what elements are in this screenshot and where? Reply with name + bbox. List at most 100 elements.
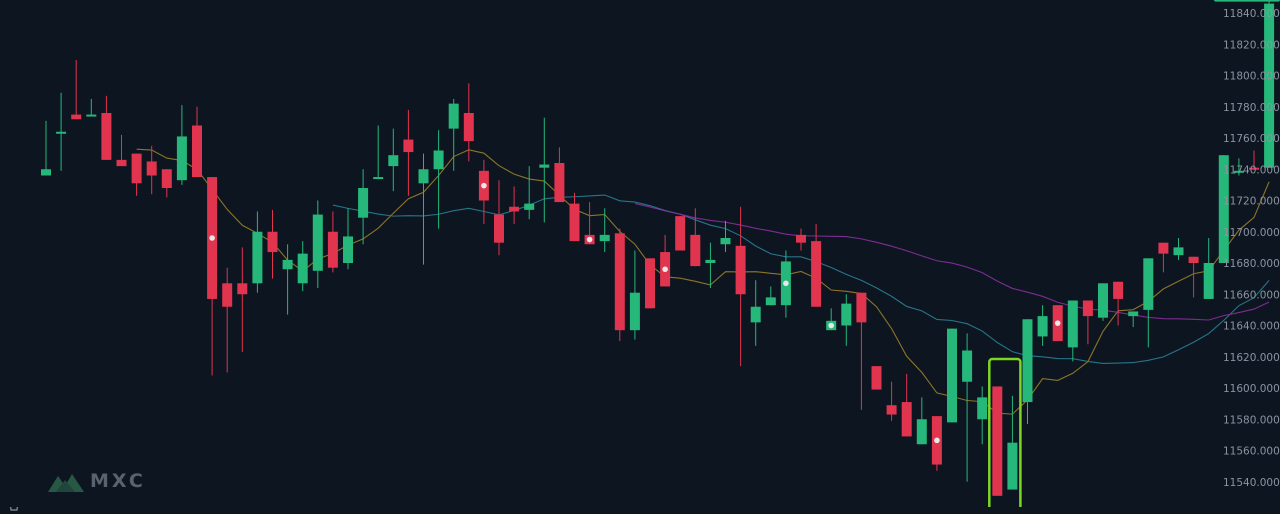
candle[interactable] bbox=[1188, 256, 1199, 298]
candle[interactable] bbox=[796, 228, 806, 251]
candle[interactable] bbox=[1128, 311, 1139, 328]
candle[interactable] bbox=[41, 120, 51, 176]
candle[interactable] bbox=[252, 211, 263, 293]
trade-marker[interactable] bbox=[783, 280, 789, 287]
candle[interactable] bbox=[222, 267, 233, 373]
candle[interactable] bbox=[1007, 395, 1018, 490]
candle[interactable] bbox=[1082, 300, 1093, 345]
candle[interactable] bbox=[554, 147, 565, 203]
candle[interactable] bbox=[931, 416, 942, 471]
candle[interactable] bbox=[192, 106, 202, 178]
candle[interactable] bbox=[494, 180, 504, 256]
candle[interactable] bbox=[629, 250, 640, 340]
candle[interactable] bbox=[418, 153, 429, 265]
candle[interactable] bbox=[161, 169, 172, 198]
candle[interactable] bbox=[962, 333, 973, 482]
candle[interactable] bbox=[871, 366, 882, 390]
candle[interactable] bbox=[992, 386, 1003, 496]
trade-marker[interactable] bbox=[934, 437, 940, 444]
trade-marker[interactable] bbox=[209, 235, 215, 241]
candle[interactable] bbox=[1113, 281, 1124, 326]
candle[interactable] bbox=[856, 292, 867, 410]
candle[interactable] bbox=[841, 294, 852, 346]
candle[interactable] bbox=[282, 244, 293, 315]
candle[interactable] bbox=[297, 241, 308, 292]
candle[interactable] bbox=[690, 208, 701, 267]
candle[interactable] bbox=[312, 200, 323, 289]
candle[interactable] bbox=[901, 373, 912, 437]
trade-marker[interactable] bbox=[586, 236, 593, 243]
candle[interactable] bbox=[131, 153, 142, 196]
candle[interactable] bbox=[947, 328, 957, 423]
candle[interactable] bbox=[750, 280, 761, 346]
candle[interactable] bbox=[1264, 0, 1275, 168]
candle-body bbox=[554, 163, 565, 203]
candle[interactable] bbox=[524, 166, 535, 220]
candle[interactable] bbox=[176, 105, 187, 185]
candle[interactable] bbox=[1143, 258, 1154, 348]
candle[interactable] bbox=[146, 145, 157, 195]
candle[interactable] bbox=[388, 128, 399, 192]
candle[interactable] bbox=[675, 216, 686, 251]
candle-body bbox=[796, 234, 806, 243]
candle-body bbox=[71, 114, 82, 120]
candle[interactable] bbox=[1098, 283, 1108, 321]
candle[interactable] bbox=[1067, 300, 1078, 362]
candle[interactable] bbox=[1022, 319, 1033, 424]
trade-marker[interactable] bbox=[828, 322, 834, 329]
candle[interactable] bbox=[116, 134, 127, 167]
candle[interactable] bbox=[86, 98, 97, 117]
candle[interactable] bbox=[916, 397, 927, 445]
candle[interactable] bbox=[645, 258, 655, 309]
candle-body bbox=[735, 245, 746, 295]
candle-body bbox=[539, 164, 550, 168]
candle[interactable] bbox=[1173, 238, 1184, 260]
candle-body bbox=[237, 283, 248, 295]
candle-body bbox=[161, 169, 172, 188]
candle[interactable] bbox=[1249, 150, 1259, 170]
candle[interactable] bbox=[569, 192, 580, 242]
candle[interactable] bbox=[720, 220, 731, 253]
candle[interactable] bbox=[71, 59, 82, 120]
candle[interactable] bbox=[765, 286, 776, 306]
candle[interactable] bbox=[56, 92, 67, 171]
candle[interactable] bbox=[237, 247, 248, 353]
candle[interactable] bbox=[358, 169, 369, 245]
candle[interactable] bbox=[1158, 242, 1169, 273]
candle-body bbox=[614, 233, 625, 331]
mxc-logo: MXC bbox=[48, 470, 146, 492]
candle[interactable] bbox=[1218, 155, 1229, 263]
candle[interactable] bbox=[811, 223, 822, 307]
candle[interactable] bbox=[1233, 158, 1244, 176]
candle-body bbox=[327, 231, 338, 268]
trade-marker[interactable] bbox=[662, 266, 668, 273]
candle-body bbox=[176, 136, 187, 181]
candle[interactable] bbox=[403, 109, 414, 196]
candle[interactable] bbox=[1037, 305, 1048, 346]
candle[interactable] bbox=[327, 211, 338, 273]
candle-body bbox=[86, 114, 97, 117]
candle[interactable] bbox=[977, 386, 988, 445]
trade-marker[interactable] bbox=[1054, 320, 1061, 326]
candle-body bbox=[524, 203, 535, 210]
candle[interactable] bbox=[705, 242, 716, 288]
candle-body bbox=[1037, 316, 1048, 337]
candle[interactable] bbox=[101, 95, 112, 160]
candle[interactable] bbox=[886, 381, 897, 421]
candle[interactable] bbox=[463, 83, 474, 162]
candle[interactable] bbox=[373, 125, 384, 180]
trade-marker[interactable] bbox=[481, 182, 487, 189]
candle-body bbox=[1098, 283, 1108, 318]
candle[interactable] bbox=[539, 117, 550, 223]
candle[interactable] bbox=[614, 228, 625, 342]
candle[interactable] bbox=[448, 98, 459, 171]
candle[interactable] bbox=[1203, 238, 1214, 299]
candle[interactable] bbox=[433, 130, 444, 229]
candle[interactable] bbox=[509, 186, 520, 224]
candle[interactable] bbox=[267, 209, 278, 279]
candle[interactable] bbox=[735, 206, 746, 367]
price-tick-label: 11600.0000 bbox=[1223, 383, 1280, 395]
candle[interactable] bbox=[599, 208, 610, 253]
candle[interactable] bbox=[343, 208, 353, 270]
